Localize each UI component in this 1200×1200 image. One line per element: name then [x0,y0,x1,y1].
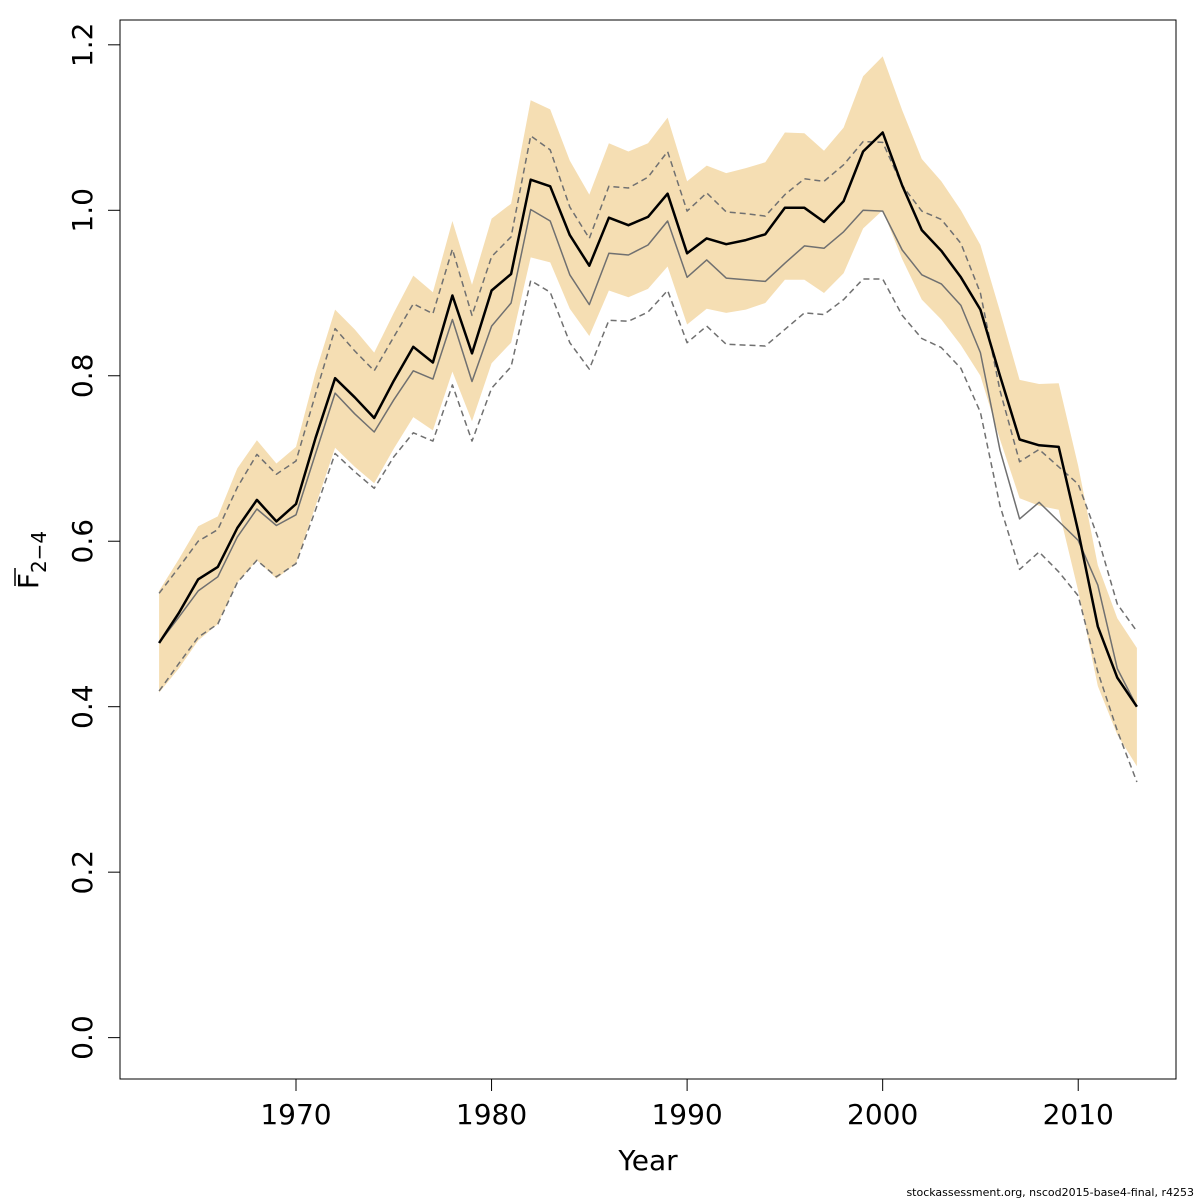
estimate-line [158,131,1138,708]
confidence-band [159,56,1137,767]
x-tick-label: 1980 [456,1098,527,1131]
y-tick-label: 0.8 [66,354,99,399]
y-tick-label: 0.6 [66,519,99,564]
x-axis-title: Year [617,1144,678,1177]
y-axis-title-main: F [12,573,45,589]
plot-area [158,56,1138,783]
y-tick-label: 0.2 [66,850,99,895]
x-tick-label: 1990 [651,1098,722,1131]
y-tick-label: 0.0 [66,1015,99,1060]
source-footer: stockassessment.org, nscod2015-base4-fin… [906,1186,1194,1199]
x-tick-label: 1970 [260,1098,331,1131]
y-tick-label: 1.0 [66,188,99,233]
y-tick-label: 1.2 [66,23,99,68]
svg-text:F2−4: F2−4 [12,531,51,589]
comparison-line [158,208,1138,708]
y-tick-label: 0.4 [66,684,99,729]
comparison-upper-line [158,135,1138,632]
y-axis-title-subscript: 2−4 [27,531,51,573]
x-axis: 1970 1980 1990 2000 2010 [260,1078,1114,1131]
y-axis-title: F2−4 [12,531,51,589]
x-tick-label: 2010 [1043,1098,1114,1131]
x-tick-label: 2000 [847,1098,918,1131]
y-axis: 0.0 0.2 0.4 0.6 0.8 1.0 1.2 [66,23,121,1060]
comparison-lower-line [158,278,1138,783]
